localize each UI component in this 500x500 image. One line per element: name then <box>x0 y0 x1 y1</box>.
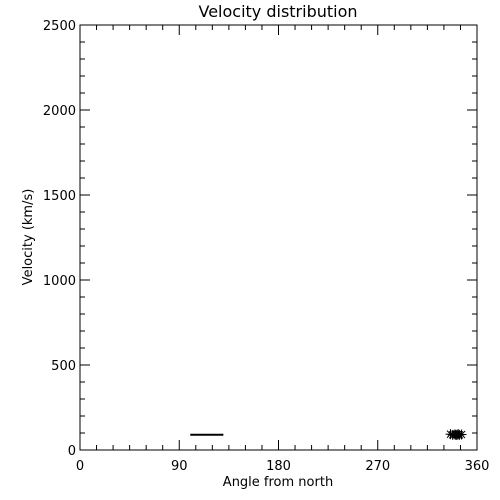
data-marks <box>190 429 467 441</box>
x-tick-label: 0 <box>76 459 84 474</box>
x-axis-title: Angle from north <box>223 475 333 490</box>
y-axis-title: Velocity (km/s) <box>21 189 36 286</box>
x-tick-label: 270 <box>365 459 390 474</box>
x-tick-label: 360 <box>465 459 490 474</box>
y-tick-label: 500 <box>51 359 76 374</box>
y-tick-label: 1500 <box>43 189 76 204</box>
x-tick-label: 180 <box>266 459 291 474</box>
chart-title: Velocity distribution <box>198 2 357 21</box>
x-tick-label: 90 <box>171 459 188 474</box>
y-tick-label: 2000 <box>43 104 76 119</box>
y-tick-label: 1000 <box>43 274 76 289</box>
y-tick-label: 2500 <box>43 19 76 34</box>
plot-frame <box>79 24 478 451</box>
data-point-stroke <box>457 430 466 439</box>
y-axis-ticks: 0 500 1000 1500 2000 2500 <box>43 19 477 459</box>
x-axis-ticks: 0 90 180 270 360 <box>76 25 490 474</box>
data-point <box>456 429 467 440</box>
y-tick-label: 0 <box>68 444 76 459</box>
